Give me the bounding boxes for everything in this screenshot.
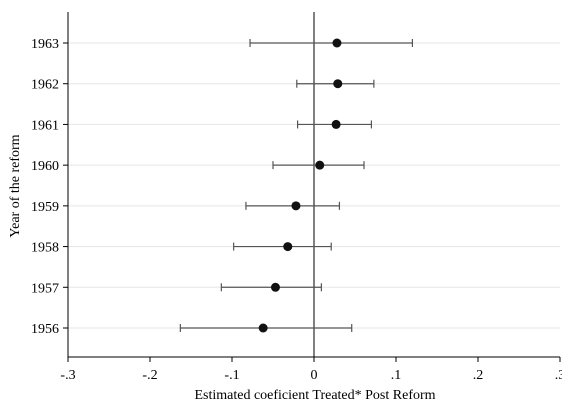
- point-estimate: [331, 119, 341, 129]
- y-tick-label: 1962: [31, 78, 59, 93]
- y-axis-ticks: 1956 1957 1958 1959 1960 1961 1962 1963: [31, 37, 68, 337]
- point-estimate: [291, 201, 301, 211]
- point-estimate: [258, 323, 268, 333]
- point-estimate: [270, 282, 280, 292]
- y-tick-label: 1960: [31, 159, 59, 174]
- confidence-intervals: [179, 39, 413, 332]
- x-tick-label: -.1: [224, 368, 239, 383]
- x-tick-label: .1: [391, 368, 402, 383]
- ci-bar: [233, 242, 332, 251]
- point-estimate: [332, 38, 342, 48]
- x-axis-label: Estimated coeficient Treated* Post Refor…: [194, 388, 435, 403]
- x-tick-label: 0: [311, 368, 318, 383]
- y-tick-label: 1957: [31, 281, 59, 296]
- x-tick-label: .3: [555, 368, 562, 383]
- point-estimate: [333, 79, 343, 89]
- y-tick-label: 1956: [31, 322, 59, 337]
- x-tick-label: -.3: [60, 368, 75, 383]
- x-tick-label: -.2: [142, 368, 157, 383]
- point-estimate: [283, 242, 293, 252]
- y-tick-label: 1963: [31, 37, 59, 52]
- ci-bar: [249, 39, 413, 47]
- y-tick-label: 1959: [31, 200, 59, 215]
- x-axis-ticks: -.3 -.2 -.1 0 .1 .2 .3: [60, 357, 562, 383]
- y-tick-label: 1958: [31, 241, 59, 256]
- point-estimate: [315, 160, 325, 170]
- y-tick-label: 1961: [31, 118, 59, 133]
- point-estimates: [258, 38, 343, 333]
- x-tick-label: .2: [473, 368, 484, 383]
- y-axis-label: Year of the reform: [8, 134, 23, 237]
